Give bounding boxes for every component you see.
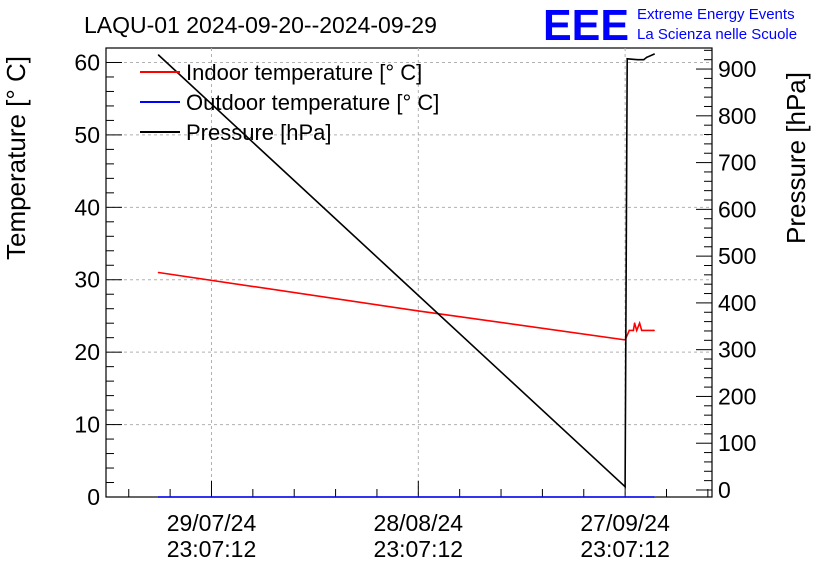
left-tick-label: 40 bbox=[74, 194, 100, 220]
right-axis: 0 100 200 300 400 500 600 700 800 900 bbox=[696, 49, 756, 503]
plot-frame bbox=[105, 47, 713, 498]
series-point-outdoor bbox=[157, 496, 160, 498]
series-point-pressure bbox=[653, 53, 655, 55]
legend-indoor-label: Indoor temperature [° C] bbox=[186, 60, 422, 85]
x-tick-time: 23:07:12 bbox=[580, 536, 670, 562]
series-point-pressure bbox=[642, 58, 645, 61]
series-point-outdoor bbox=[653, 496, 655, 498]
series-point-pressure bbox=[645, 56, 648, 59]
series-point-pressure bbox=[157, 54, 160, 56]
series-group bbox=[157, 53, 655, 498]
right-tick-label: 500 bbox=[718, 243, 756, 269]
right-tick-label: 900 bbox=[718, 56, 756, 82]
legend-pressure-label: Pressure [hPa] bbox=[186, 120, 332, 145]
right-tick-label: 800 bbox=[718, 103, 756, 129]
series-point-indoor bbox=[632, 329, 635, 332]
left-tick-label: 30 bbox=[74, 267, 100, 293]
y-axis-title: Temperature [° C] bbox=[1, 56, 31, 260]
series-point-indoor bbox=[640, 329, 643, 332]
right-tick-label: 100 bbox=[718, 430, 756, 456]
y2-axis-title: Pressure [hPa] bbox=[781, 72, 811, 244]
left-tick-label: 20 bbox=[74, 339, 100, 365]
left-axis: 0 10 20 30 40 50 60 bbox=[74, 47, 122, 510]
left-tick-label: 60 bbox=[74, 49, 100, 75]
left-tick-label: 0 bbox=[87, 484, 100, 510]
series-line-indoor bbox=[158, 271, 655, 341]
x-tick-date: 28/08/24 bbox=[374, 510, 464, 536]
right-tick-label: 200 bbox=[718, 383, 756, 409]
series-point-indoor bbox=[157, 271, 160, 274]
series-point-indoor bbox=[635, 329, 638, 332]
series-point-pressure bbox=[626, 57, 629, 60]
x-axis: 29/07/2423:07:1228/08/2423:07:1227/09/24… bbox=[128, 481, 709, 562]
right-tick-label: 300 bbox=[718, 337, 756, 363]
series-line-pressure bbox=[157, 53, 655, 489]
x-tick-time: 23:07:12 bbox=[374, 536, 464, 562]
legend: Indoor temperature [° C] Outdoor tempera… bbox=[140, 60, 439, 145]
legend-outdoor-label: Outdoor temperature [° C] bbox=[186, 90, 439, 115]
series-point-indoor bbox=[628, 329, 631, 332]
eee-logo-mark: EEE bbox=[543, 1, 629, 50]
eee-logo-line2: La Scienza nelle Scuole bbox=[637, 26, 797, 43]
right-tick-label: 400 bbox=[718, 290, 756, 316]
series-point-indoor bbox=[653, 329, 655, 332]
x-tick-time: 23:07:12 bbox=[167, 536, 257, 562]
x-tick-date: 27/09/24 bbox=[580, 510, 670, 536]
series-point-indoor bbox=[633, 322, 636, 324]
eee-logo: EEE Extreme Energy Events La Scienza nel… bbox=[543, 1, 797, 50]
series-point-pressure bbox=[636, 58, 639, 61]
grid-lines bbox=[106, 48, 712, 497]
chart-title: LAQU-01 2024-09-20--2024-09-29 bbox=[84, 12, 437, 38]
left-tick-label: 50 bbox=[74, 122, 100, 148]
series-point-indoor bbox=[638, 322, 641, 324]
right-tick-label: 600 bbox=[718, 196, 756, 222]
right-tick-label: 700 bbox=[718, 150, 756, 176]
series-point-pressure bbox=[624, 485, 626, 488]
x-tick-date: 29/07/24 bbox=[167, 510, 257, 536]
eee-logo-line1: Extreme Energy Events bbox=[637, 6, 795, 23]
series-point-indoor bbox=[417, 310, 420, 312]
left-tick-label: 10 bbox=[74, 412, 100, 438]
right-tick-label: 0 bbox=[718, 477, 731, 503]
